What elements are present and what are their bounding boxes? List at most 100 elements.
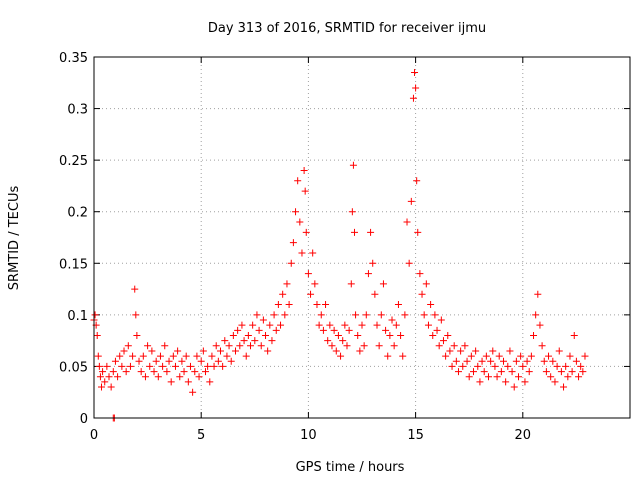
y-tick-label: 0.3 — [67, 103, 88, 118]
data-point — [126, 362, 134, 370]
data-point — [411, 68, 419, 76]
data-point — [360, 342, 368, 350]
data-point — [238, 321, 246, 329]
data-point — [324, 337, 332, 345]
data-point — [339, 337, 347, 345]
data-point — [469, 368, 477, 376]
data-point — [139, 352, 147, 360]
data-point — [386, 331, 394, 339]
data-point — [91, 311, 99, 319]
data-point — [150, 368, 158, 376]
data-point — [193, 352, 201, 360]
data-point — [413, 177, 421, 185]
data-point — [446, 347, 454, 355]
data-point — [435, 342, 443, 350]
data-point — [144, 342, 152, 350]
x-tick-label: 15 — [407, 428, 424, 443]
data-point — [439, 337, 447, 345]
data-point — [465, 373, 473, 381]
y-tick-label: 0.2 — [67, 206, 88, 221]
data-point — [487, 357, 495, 365]
data-point — [472, 347, 480, 355]
data-point — [377, 311, 385, 319]
y-tick-label: 0.1 — [67, 309, 88, 324]
x-axis-label: GPS time / hours — [296, 460, 405, 475]
data-point — [493, 373, 501, 381]
data-point — [304, 270, 312, 278]
data-point — [566, 352, 574, 360]
chart-title: Day 313 of 2016, SRMTID for receiver ijm… — [208, 21, 486, 36]
data-point — [146, 362, 154, 370]
data-point — [163, 368, 171, 376]
data-point — [356, 347, 364, 355]
data-point — [294, 177, 302, 185]
data-point — [105, 373, 113, 381]
x-tick-label: 20 — [515, 428, 532, 443]
data-point — [452, 357, 460, 365]
data-point — [135, 357, 143, 365]
data-point — [285, 301, 293, 309]
data-point — [512, 357, 520, 365]
data-point — [491, 362, 499, 370]
data-point — [450, 342, 458, 350]
data-point — [277, 321, 285, 329]
data-point — [405, 259, 413, 267]
data-point — [242, 352, 250, 360]
data-point — [214, 357, 222, 365]
data-point — [313, 301, 321, 309]
data-point — [461, 342, 469, 350]
data-point — [347, 280, 355, 288]
axis-ticks: 0 0.05 0.1 0.15 0.2 0.25 0.3 0.35 0 5 10 15 20 — [59, 51, 630, 443]
data-point — [508, 368, 516, 376]
data-point — [551, 378, 559, 386]
data-point — [371, 290, 379, 298]
data-point — [557, 368, 565, 376]
data-point — [525, 368, 533, 376]
data-point — [236, 342, 244, 350]
data-point — [341, 321, 349, 329]
data-point — [259, 316, 267, 324]
data-point — [568, 368, 576, 376]
data-point — [169, 352, 177, 360]
data-point — [178, 357, 186, 365]
data-point — [309, 249, 317, 257]
data-point — [251, 337, 259, 345]
data-point — [174, 347, 182, 355]
data-point — [349, 161, 357, 169]
data-point — [538, 342, 546, 350]
data-point — [317, 311, 325, 319]
data-point — [345, 326, 353, 334]
data-point — [437, 316, 445, 324]
data-point — [515, 373, 523, 381]
data-point — [161, 342, 169, 350]
data-point — [343, 342, 351, 350]
data-point — [348, 208, 356, 216]
data-point — [116, 352, 124, 360]
data-point — [457, 347, 465, 355]
data-point — [94, 352, 102, 360]
data-point — [298, 249, 306, 257]
data-point — [427, 301, 435, 309]
data-point — [279, 290, 287, 298]
data-point — [302, 228, 310, 236]
data-point — [240, 337, 248, 345]
data-point — [517, 352, 525, 360]
data-point — [420, 311, 428, 319]
data-point — [129, 352, 137, 360]
data-points — [90, 68, 589, 422]
data-point — [532, 311, 540, 319]
data-point — [253, 311, 261, 319]
data-point — [154, 373, 162, 381]
data-point — [118, 362, 126, 370]
data-point — [564, 373, 572, 381]
data-point — [234, 326, 242, 334]
data-point — [332, 347, 340, 355]
data-point — [244, 331, 252, 339]
data-point — [232, 347, 240, 355]
data-point — [429, 331, 437, 339]
data-point — [521, 378, 529, 386]
data-point — [502, 378, 510, 386]
data-point — [197, 357, 205, 365]
data-point — [418, 290, 426, 298]
